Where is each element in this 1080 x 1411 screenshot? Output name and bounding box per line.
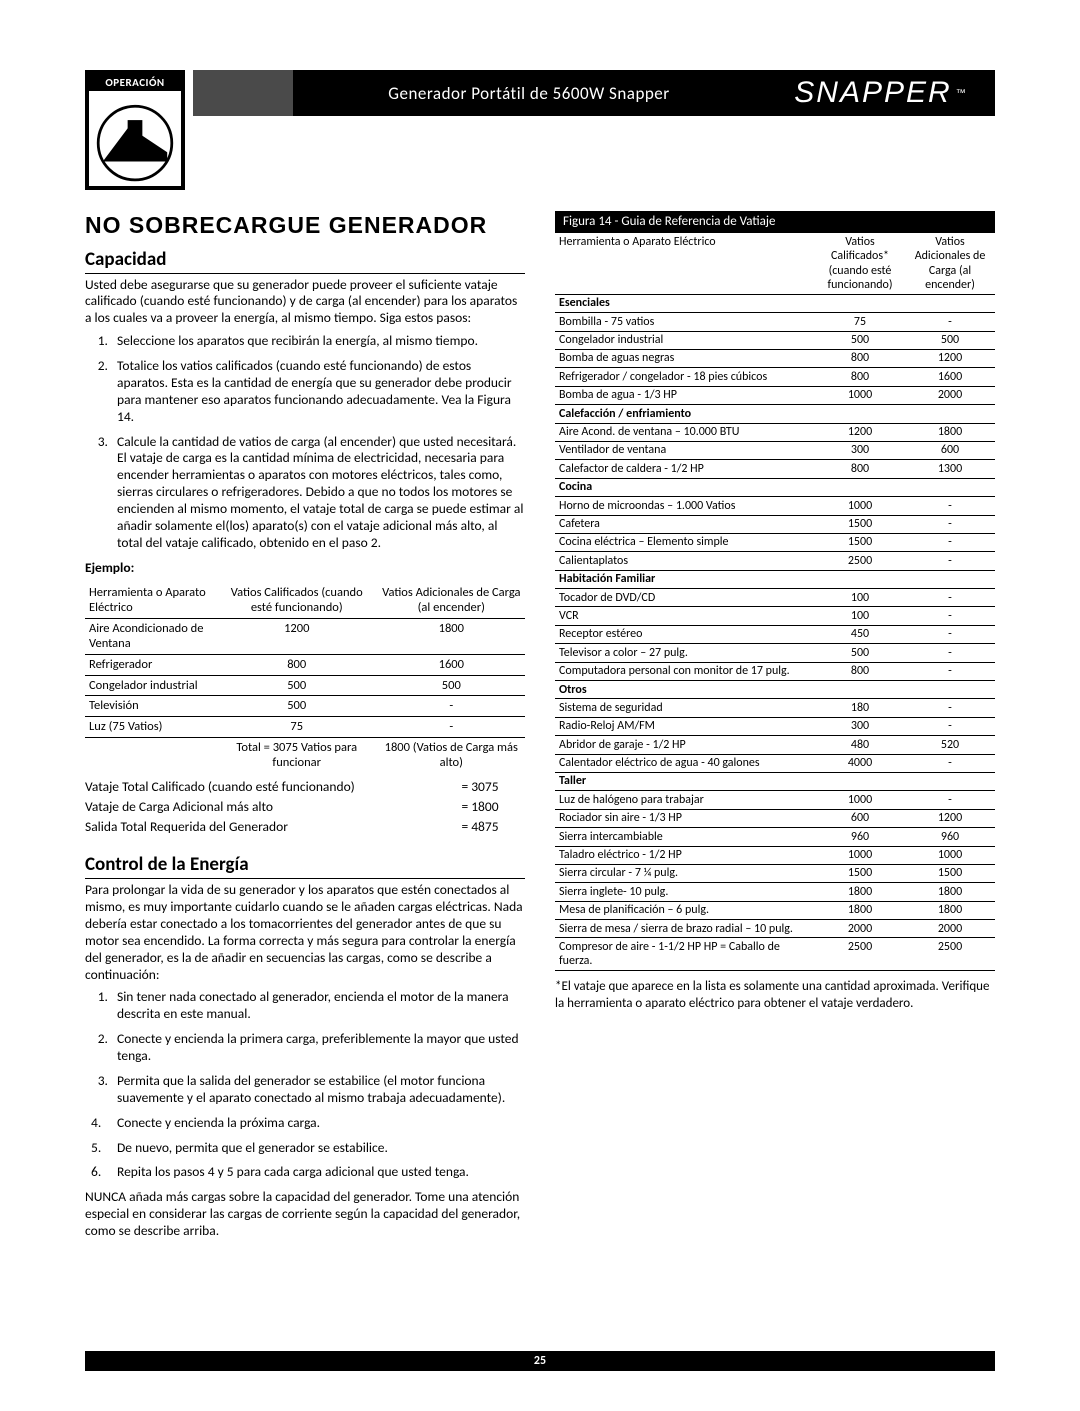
table-row: Refrigerador8001600 [85,655,525,676]
table-row: Congelador industrial500500 [85,675,525,696]
table-row: Otros [555,681,995,699]
capacity-intro: Usted debe asegurarse que su generador p… [85,277,525,328]
reference-table: Herramienta o Aparato EléctricoVatios Ca… [555,233,995,971]
footnote: *El vataje que aparece en la lista es so… [555,979,995,1012]
table-row: Televisión500- [85,696,525,717]
page-number: 25 [85,1351,995,1371]
badge-label: OPERACIÓN [89,74,181,91]
control-note: NUNCA añada más cargas sobre la capacida… [85,1189,525,1240]
table-row: Sierra de mesa / sierra de brazo radial … [555,920,995,938]
table-row: Abridor de garaje - 1/2 HP480520 [555,736,995,754]
brand-logo: SNAPPER™ [765,70,995,116]
figure-header: Figura 14 - Guia de Referencia de Vatiaj… [555,211,995,233]
badge-icon [89,91,181,186]
table-row: Ventilador de ventana300600 [555,441,995,459]
table-row: Congelador industrial500500 [555,331,995,349]
main-heading: NO SOBRECARGUE GENERADOR [85,211,525,240]
capacity-steps: Seleccione los aparatos que recibirán la… [85,333,525,552]
table-row: Bomba de aguas negras8001200 [555,349,995,367]
list-item: Calcule la cantidad de vatios de carga (… [111,434,525,552]
capacity-heading: Capacidad [85,248,525,274]
table-row: Receptor estéreo450- [555,625,995,643]
page-header: Generador Portátil de 5600W Snapper SNAP… [193,70,995,116]
table-row: Calefacción / enfriamiento [555,405,995,423]
list-item: 6.Repita los pasos 4 y 5 para cada carga… [85,1164,525,1181]
table-row: Compresor de aire - 1-1/2 HP HP = Caball… [555,938,995,971]
table-row: Rociador sin aire - 1/3 HP6001200 [555,809,995,827]
list-item: Sin tener nada conectado al generador, e… [111,989,525,1023]
control-steps: Sin tener nada conectado al generador, e… [85,989,525,1106]
table-row: Radio-Reloj AM/FM300- [555,717,995,735]
table-row: VCR100- [555,607,995,625]
table-row: Esenciales [555,294,995,312]
table-row: Bomba de agua - 1/3 HP10002000 [555,386,995,404]
table-row: Habitación Familiar [555,570,995,588]
list-item: 4.Conecte y encienda la próxima carga. [85,1115,525,1132]
control-intro: Para prolongar la vida de su generador y… [85,882,525,983]
table-row: Cocina [555,478,995,496]
table-row: Sierra inglete- 10 pulg.18001800 [555,883,995,901]
table-row: Calientaplatos2500- [555,552,995,570]
table-row: Calentador eléctrico de agua - 40 galone… [555,754,995,772]
table-row: Televisor a color – 27 pulg.500- [555,644,995,662]
table-row: Sierra intercambiable960960 [555,828,995,846]
table-row: Tocador de DVD/CD100- [555,589,995,607]
table-row: Horno de microondas – 1.000 Vatios1000- [555,497,995,515]
table-row: Calefactor de caldera - 1/2 HP8001300 [555,460,995,478]
list-item: Totalice los vatios calificados (cuando … [111,358,525,426]
example-label: Ejemplo: [85,560,525,577]
table-row: Refrigerador / congelador - 18 pies cúbi… [555,368,995,386]
table-row: Taladro eléctrico - 1/2 HP10001000 [555,846,995,864]
operation-badge: OPERACIÓN [85,70,185,190]
table-row: Bombilla - 75 vatios75- [555,313,995,331]
table-row: Taller [555,772,995,790]
header-grey-block [193,70,293,116]
control-heading: Control de la Energía [85,853,525,879]
table-row: Cocina eléctrica – Elemento simple1500- [555,533,995,551]
header-title: Generador Portátil de 5600W Snapper [293,70,765,116]
table-row: Aire Acond. de ventana – 10.000 BTU12001… [555,423,995,441]
list-item: Seleccione los aparatos que recibirán la… [111,333,525,350]
table-row: Mesa de planificación – 6 pulg.18001800 [555,901,995,919]
list-item: Permita que la salida del generador se e… [111,1073,525,1107]
table-row: Computadora personal con monitor de 17 p… [555,662,995,680]
table-row: Cafetera1500- [555,515,995,533]
example-table: Herramienta o Aparato EléctricoVatios Ca… [85,583,525,773]
table-row: Luz (75 Vatios)75- [85,716,525,737]
table-row: Luz de halógeno para trabajar1000- [555,791,995,809]
table-row: Sierra circular - 7 ¼ pulg.15001500 [555,864,995,882]
table-row: Sistema de seguridad180- [555,699,995,717]
table-row: Aire Acondicionado de Ventana12001800 [85,618,525,654]
totals-block: Vataje Total Calificado (cuando esté fun… [85,779,525,836]
list-item: Conecte y encienda la primera carga, pre… [111,1031,525,1065]
list-item: 5.De nuevo, permita que el generador se … [85,1140,525,1157]
control-steps-cont: 4.Conecte y encienda la próxima carga. 5.… [85,1115,525,1182]
